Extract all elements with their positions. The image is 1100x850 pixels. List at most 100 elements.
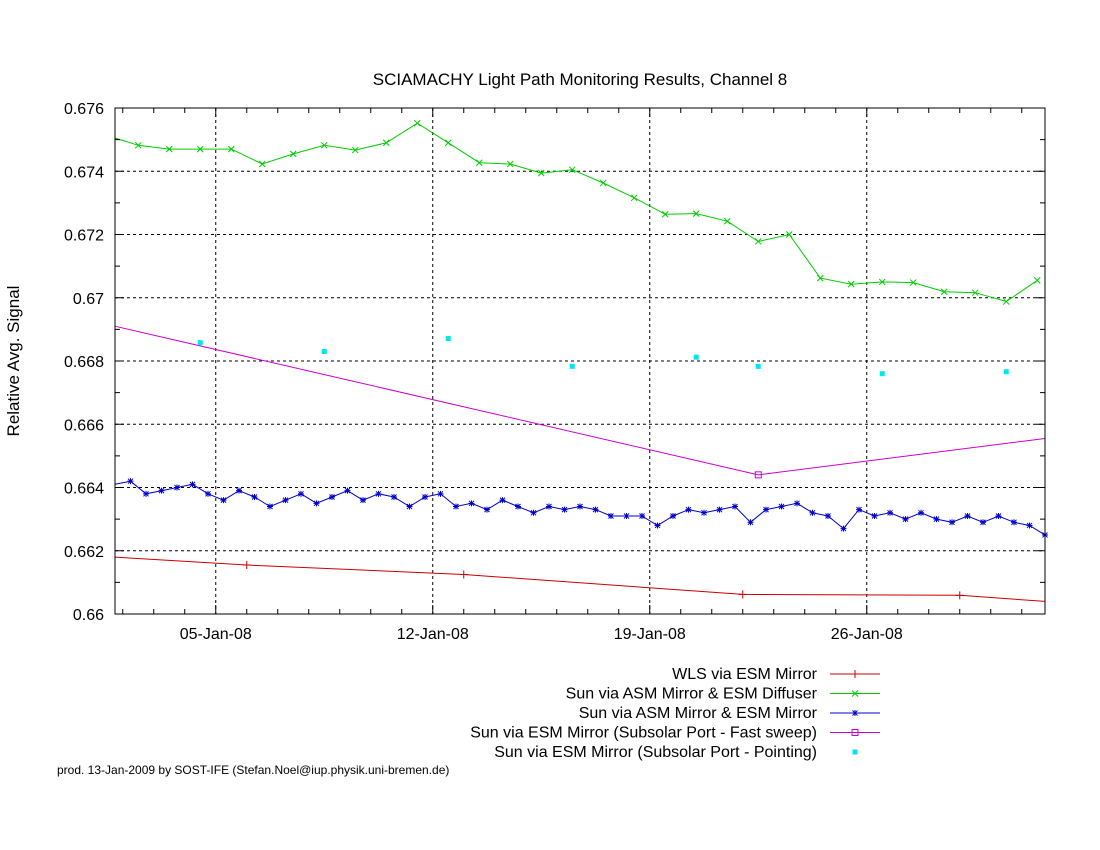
legend-marker [851, 729, 859, 736]
data-point [530, 509, 537, 516]
data-point [189, 481, 196, 488]
data-point [933, 516, 940, 523]
legend-label: WLS via ESM Mirror [672, 666, 818, 683]
data-point [701, 509, 707, 516]
data-point [949, 519, 955, 526]
data-point [879, 371, 885, 377]
data-point [661, 210, 669, 218]
series-4 [114, 325, 1046, 479]
series-layer [114, 119, 1048, 602]
series-line [114, 325, 1046, 476]
data-point [825, 512, 831, 519]
data-point [878, 278, 886, 286]
data-point [755, 363, 761, 369]
data-point [693, 354, 699, 360]
data-point [197, 340, 203, 346]
data-point [940, 288, 948, 296]
data-point [546, 503, 552, 510]
data-point [732, 503, 738, 510]
data-point [569, 363, 575, 369]
data-point [537, 169, 545, 177]
y-tick-label: 0.662 [64, 544, 104, 561]
chart-title: SCIAMACHY Light Path Monitoring Results,… [373, 70, 788, 89]
data-point [484, 506, 490, 513]
data-point [980, 519, 986, 526]
data-point [406, 503, 413, 510]
data-point [816, 274, 824, 282]
series-3 [114, 478, 1048, 538]
data-point [871, 512, 878, 519]
y-tick-label: 0.67 [73, 291, 104, 308]
legend-marker [852, 749, 858, 755]
data-point [599, 179, 607, 187]
data-point [856, 506, 862, 513]
y-tick-label: 0.676 [64, 101, 104, 118]
data-point [437, 490, 444, 497]
data-point [847, 280, 855, 288]
legend-label: Sun via ESM Mirror (Subsolar Port - Fast… [470, 725, 817, 742]
data-point [568, 166, 576, 174]
grid [115, 108, 1045, 614]
legend-marker [852, 710, 858, 716]
data-point [887, 509, 893, 516]
data-point [902, 516, 909, 523]
series-1 [114, 556, 1046, 602]
data-point [220, 497, 227, 504]
data-point [475, 159, 483, 167]
data-point [227, 145, 235, 153]
data-point [754, 238, 762, 245]
data-point [468, 500, 475, 507]
data-point [413, 119, 421, 127]
data-point [577, 503, 583, 510]
y-tick-label: 0.664 [64, 481, 104, 498]
data-point [639, 512, 645, 519]
data-point [289, 150, 297, 158]
data-point [282, 497, 289, 504]
data-point [778, 503, 785, 510]
data-point [134, 141, 142, 149]
ticks: 05-Jan-08 12-Jan-08 19-Jan-08 26-Jan-08 0.66… [64, 101, 1045, 643]
data-point [738, 590, 747, 599]
x-tick-label: 26-Jan-08 [831, 626, 903, 643]
data-point [258, 160, 266, 168]
data-point [909, 279, 917, 286]
data-point [794, 500, 800, 507]
legend-label: Sun via ASM Mirror & ESM Diffuser [566, 686, 818, 703]
data-point [716, 506, 723, 513]
x-tick-label: 12-Jan-08 [397, 626, 469, 643]
x-tick-label: 19-Jan-08 [614, 626, 686, 643]
data-point [1011, 519, 1017, 526]
data-point [1026, 522, 1033, 529]
legend-label: Sun via ASM Mirror & ESM Mirror [579, 705, 818, 722]
data-point [561, 506, 568, 513]
data-point [785, 231, 793, 238]
data-point [670, 512, 676, 519]
data-point [422, 493, 428, 500]
data-point [809, 509, 816, 516]
data-point [196, 145, 204, 153]
legend-label: Sun via ESM Mirror (Subsolar Port - Poin… [494, 744, 817, 761]
data-point [763, 506, 769, 513]
data-point [955, 591, 964, 600]
y-tick-label: 0.66 [73, 607, 104, 624]
data-point [459, 570, 468, 579]
data-point [158, 487, 165, 494]
legend-marker [851, 670, 859, 678]
y-tick-label: 0.674 [64, 164, 104, 181]
x-tick-label: 05-Jan-08 [180, 626, 252, 643]
data-point [971, 289, 979, 297]
series-5 [197, 336, 1009, 377]
data-point [321, 349, 327, 355]
data-point [391, 493, 397, 500]
data-point [267, 503, 273, 510]
data-point [143, 490, 149, 497]
data-point [242, 560, 251, 569]
data-point [592, 506, 599, 513]
data-point [1002, 298, 1010, 305]
data-point [918, 509, 924, 516]
data-point [964, 512, 971, 519]
data-point [515, 503, 521, 510]
data-point [723, 217, 731, 225]
y-tick-label: 0.666 [64, 417, 104, 434]
